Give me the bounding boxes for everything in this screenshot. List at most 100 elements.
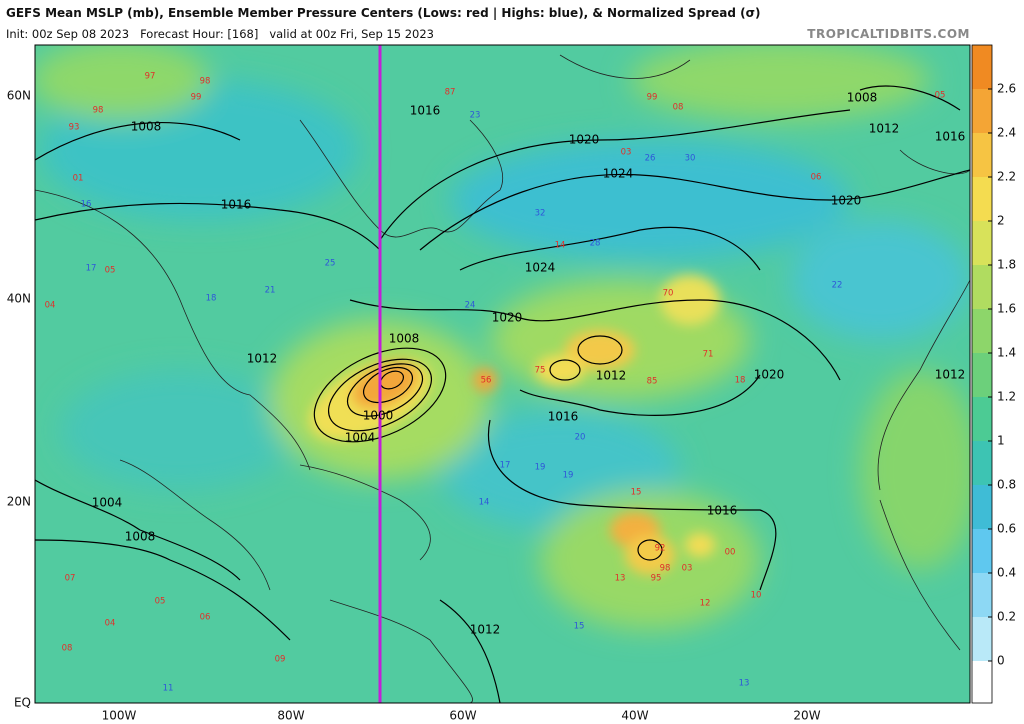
colorbar-tick-label: 0.2 (997, 610, 1016, 624)
high-center: 23 (470, 111, 481, 121)
low-center: 75 (535, 366, 546, 376)
high-center: 32 (535, 209, 546, 219)
isobar-label: 1016 (707, 504, 738, 518)
high-center: 24 (465, 301, 476, 311)
isobar-label: 1012 (596, 369, 627, 383)
low-center: 92 (655, 544, 666, 554)
colorbar-tick-label: 1.4 (997, 346, 1016, 360)
isobar-label: 1024 (525, 261, 556, 275)
low-center: 04 (105, 619, 116, 629)
lat-label: 60N (7, 89, 31, 103)
isobar-label: 1024 (603, 167, 634, 181)
isobar-label: 1016 (935, 130, 966, 144)
high-center: 15 (574, 622, 585, 632)
colorbar-segment (972, 441, 992, 485)
low-center: 03 (682, 564, 693, 574)
low-center: 95 (651, 574, 662, 584)
isobar-label: 1012 (470, 623, 501, 637)
high-center: 25 (325, 259, 336, 269)
colorbar-segment (972, 309, 992, 353)
low-center: 08 (673, 103, 684, 113)
isobar-label: 1020 (492, 311, 523, 325)
high-center: 11 (163, 684, 174, 694)
colorbar-segment (972, 617, 992, 661)
isobar-label: 1016 (548, 410, 579, 424)
low-center: 18 (735, 376, 746, 386)
credit: TROPICALTIDBITS.COM (807, 27, 970, 41)
low-center: 97 (145, 72, 156, 82)
low-center: 98 (93, 106, 104, 116)
low-center: 12 (700, 599, 711, 609)
low-center: 07 (65, 574, 76, 584)
colorbar-tick-label: 2 (997, 214, 1005, 228)
isobar-label: 1020 (831, 194, 862, 208)
isobar-label: 1004 (345, 431, 376, 445)
lon-label: 60W (449, 709, 476, 723)
isobar-label: 1012 (247, 352, 278, 366)
colorbar-tick-label: 1.6 (997, 302, 1016, 316)
colorbar-segment (972, 265, 992, 309)
title: GEFS Mean MSLP (mb), Ensemble Member Pre… (6, 6, 761, 20)
high-center: 13 (739, 679, 750, 689)
colorbar-segment (972, 221, 992, 265)
colorbar-segment (972, 133, 992, 177)
low-center: 85 (647, 377, 658, 387)
low-center: 03 (621, 148, 632, 158)
high-center: 16 (81, 200, 92, 210)
colorbar-tick-label: 2.6 (997, 82, 1016, 96)
colorbar-tick-label: 2.4 (997, 126, 1016, 140)
colorbar-tick-label: 1 (997, 434, 1005, 448)
lat-label: EQ (14, 696, 31, 710)
high-center: 28 (590, 239, 601, 249)
isobar-label: 1012 (869, 122, 900, 136)
low-center: 13 (615, 574, 626, 584)
low-center: 06 (811, 173, 822, 183)
colorbar-segment (972, 573, 992, 617)
high-center: 26 (645, 154, 656, 164)
low-center: 00 (725, 548, 736, 558)
high-center: 19 (563, 471, 574, 481)
isobar-label: 1008 (131, 120, 162, 134)
low-center: 56 (481, 376, 492, 386)
subtitle: Init: 00z Sep 08 2023 Forecast Hour: [16… (6, 27, 434, 41)
colorbar-tick-label: 0.4 (997, 566, 1016, 580)
colorbar-segment (972, 89, 992, 133)
low-center: 71 (703, 350, 714, 360)
isobar-label: 1000 (363, 409, 394, 423)
colorbar-tick-label: 2.2 (997, 170, 1016, 184)
low-center: 87 (445, 88, 456, 98)
low-center: 10 (751, 591, 762, 601)
low-center: 99 (191, 93, 202, 103)
colorbar-segment (972, 45, 992, 89)
isobar-label: 1016 (221, 198, 252, 212)
lon-label: 40W (621, 709, 648, 723)
colorbar-frame (971, 44, 993, 704)
lon-label: 100W (102, 709, 137, 723)
low-center: 70 (663, 289, 674, 299)
high-center: 18 (206, 294, 217, 304)
high-center: 14 (479, 498, 490, 508)
low-center: 01 (73, 174, 84, 184)
colorbar-segment (972, 177, 992, 221)
isobar-label: 1008 (847, 91, 878, 105)
colorbar-segment (972, 353, 992, 397)
low-center: 06 (200, 613, 211, 623)
map-area (35, 45, 970, 703)
high-center: 17 (86, 264, 97, 274)
high-center: 21 (265, 286, 276, 296)
colorbar-tick-label: 1.8 (997, 258, 1016, 272)
high-center: 19 (535, 463, 546, 473)
low-center: 98 (660, 564, 671, 574)
high-center: 20 (575, 433, 586, 443)
lat-label: 40N (7, 292, 31, 306)
colorbar-tick-label: 0.6 (997, 522, 1016, 536)
colorbar: 0 0.2 0.4 0.6 0.8 1 1.2 1.4 1.6 1.8 2 2.2 2.4 2.6 (971, 44, 1016, 704)
lat-label: 20N (7, 495, 31, 509)
low-center: 09 (275, 655, 286, 665)
lon-label: 20W (793, 709, 820, 723)
colorbar-below (972, 661, 992, 703)
high-center: 30 (685, 154, 696, 164)
colorbar-tick-label: 0.8 (997, 478, 1016, 492)
